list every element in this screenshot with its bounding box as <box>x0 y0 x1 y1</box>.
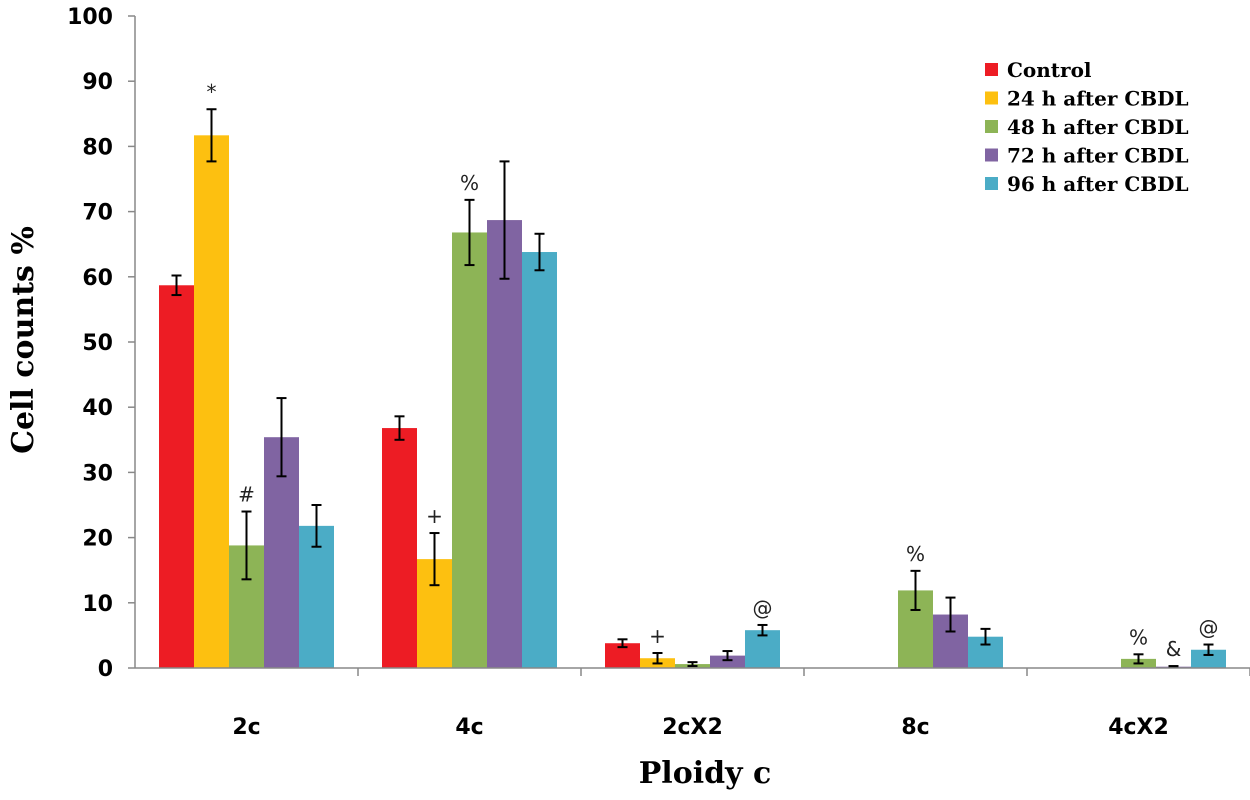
bar <box>452 232 487 669</box>
significance-annotation: # <box>238 483 255 507</box>
legend-label: 96 h after CBDL <box>1007 172 1189 196</box>
bar <box>299 525 334 668</box>
x-category-label: 2c <box>232 715 260 740</box>
y-tick-label: 90 <box>82 70 113 95</box>
bar <box>710 655 745 668</box>
y-tick-label: 40 <box>82 396 113 421</box>
legend-swatch <box>985 120 998 133</box>
significance-annotation: @ <box>1199 616 1219 640</box>
axes: 2c 4c 2cX2 8c 4cX2 <box>134 16 1250 740</box>
bar <box>1191 649 1226 668</box>
bar <box>194 135 229 669</box>
y-tick-label: 60 <box>82 266 113 291</box>
y-tick-label: 70 <box>82 201 113 226</box>
y-tick-label: 80 <box>82 135 113 160</box>
bar <box>159 285 194 668</box>
legend-swatch <box>985 177 998 190</box>
y-axis-title: Cell counts % <box>6 226 41 454</box>
legend-swatch <box>985 148 998 162</box>
bars-group: *#+%+@%% &@ <box>159 80 1226 669</box>
y-tick-label: 50 <box>82 331 113 356</box>
legend-label: 48 h after CBDL <box>1007 115 1189 139</box>
y-tick-label: 10 <box>82 592 113 617</box>
y-tick-label: 0 <box>98 657 113 682</box>
legend-label: 24 h after CBDL <box>1007 87 1189 111</box>
x-category-label: 8c <box>901 715 929 740</box>
significance-annotation: % <box>460 171 479 195</box>
y-tick-label: 30 <box>82 461 113 486</box>
bar <box>745 630 780 668</box>
significance-annotation: % <box>906 542 925 566</box>
y-tick-label: 20 <box>82 527 113 552</box>
legend: Control 24 h after CBDL 48 h after CBDL 72 … <box>985 58 1189 196</box>
significance-annotation: * <box>207 80 217 104</box>
x-category-label: 4c <box>455 715 483 740</box>
bar <box>382 428 417 668</box>
legend-label: 72 h after CBDL <box>1007 144 1189 168</box>
significance-annotation: + <box>426 504 443 528</box>
y-axis-ticks: 0 10 20 30 40 50 60 70 80 90 100 <box>67 5 135 682</box>
bar <box>487 220 522 669</box>
legend-swatch <box>985 63 998 76</box>
legend-label: Control <box>1007 58 1092 82</box>
significance-annotation: & <box>1166 637 1182 661</box>
x-axis-title: Ploidy c <box>639 756 771 791</box>
bar <box>522 252 557 669</box>
x-category-label: 2cX2 <box>662 715 723 740</box>
legend-swatch <box>985 91 998 105</box>
significance-annotation: @ <box>753 596 773 620</box>
significance-annotation: % <box>1129 625 1148 649</box>
y-tick-label: 100 <box>67 5 113 30</box>
significance-annotation: + <box>649 624 666 648</box>
x-category-label: 4cX2 <box>1108 715 1169 740</box>
